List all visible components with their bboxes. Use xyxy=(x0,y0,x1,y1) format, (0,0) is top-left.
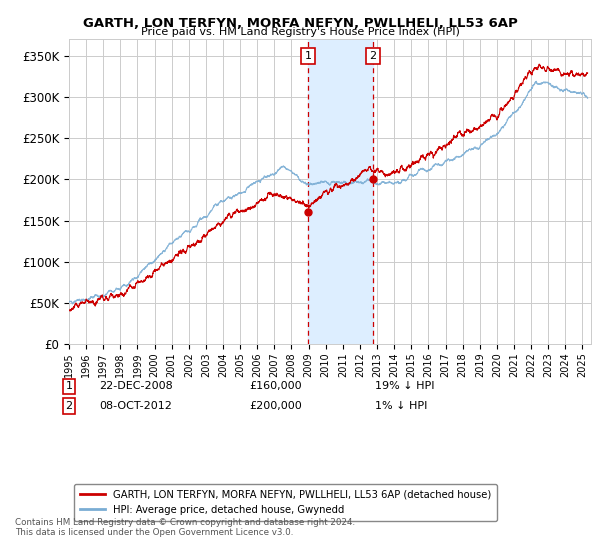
Text: Price paid vs. HM Land Registry's House Price Index (HPI): Price paid vs. HM Land Registry's House … xyxy=(140,27,460,37)
Text: 1: 1 xyxy=(305,51,311,61)
Text: 22-DEC-2008: 22-DEC-2008 xyxy=(99,381,173,391)
Text: 2: 2 xyxy=(370,51,377,61)
Text: GARTH, LON TERFYN, MORFA NEFYN, PWLLHELI, LL53 6AP: GARTH, LON TERFYN, MORFA NEFYN, PWLLHELI… xyxy=(83,17,517,30)
Text: 2: 2 xyxy=(65,401,73,411)
Bar xyxy=(308,39,373,344)
Legend: GARTH, LON TERFYN, MORFA NEFYN, PWLLHELI, LL53 6AP (detached house), HPI: Averag: GARTH, LON TERFYN, MORFA NEFYN, PWLLHELI… xyxy=(74,484,497,521)
Text: 1: 1 xyxy=(65,381,73,391)
Text: £160,000: £160,000 xyxy=(249,381,302,391)
Text: 1% ↓ HPI: 1% ↓ HPI xyxy=(375,401,427,411)
Text: 19% ↓ HPI: 19% ↓ HPI xyxy=(375,381,434,391)
Text: £200,000: £200,000 xyxy=(249,401,302,411)
Text: Contains HM Land Registry data © Crown copyright and database right 2024.
This d: Contains HM Land Registry data © Crown c… xyxy=(15,518,355,538)
Text: 08-OCT-2012: 08-OCT-2012 xyxy=(99,401,172,411)
